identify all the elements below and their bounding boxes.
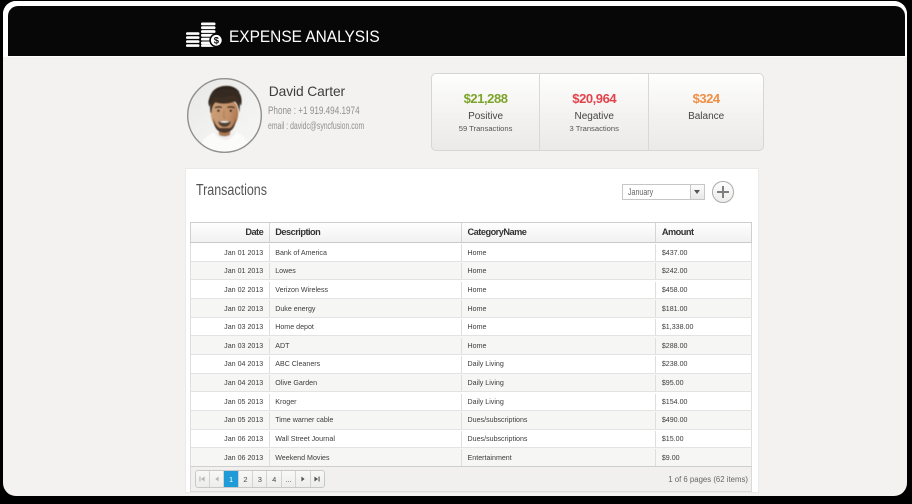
svg-text:$: $ [214,35,220,46]
